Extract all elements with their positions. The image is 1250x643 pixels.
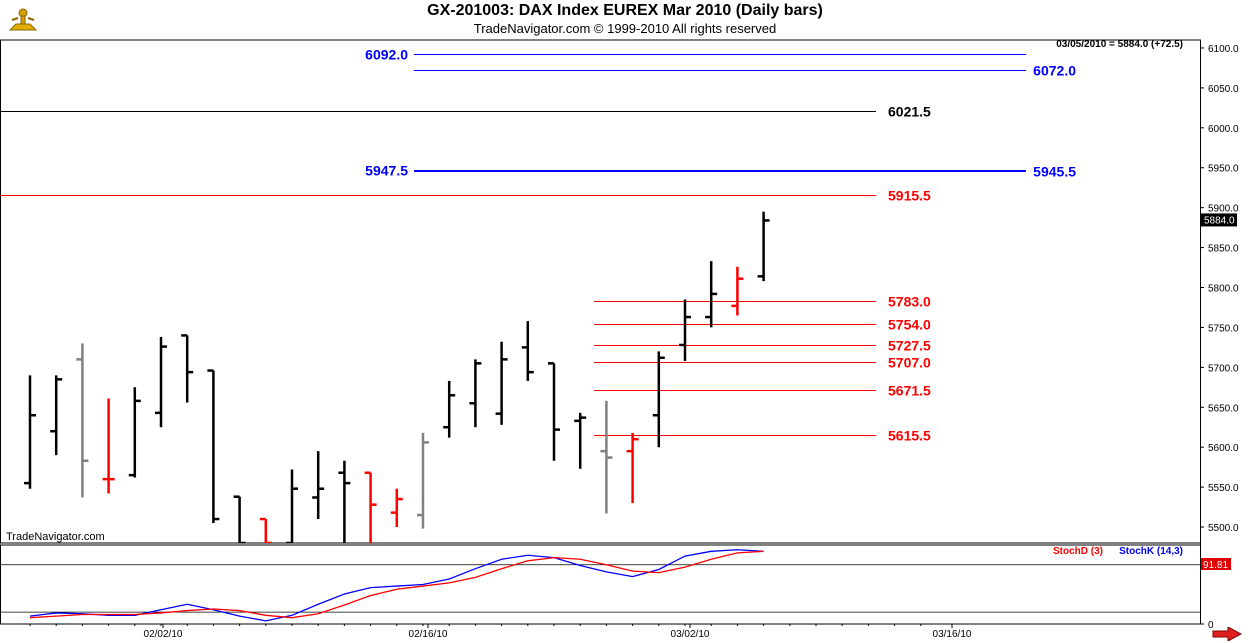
stoch-d-line <box>29 550 764 619</box>
grid-layer <box>0 39 1201 625</box>
last-price-label: 5884.0 <box>1204 215 1235 226</box>
chart-title: GX-201003: DAX Index EUREX Mar 2010 (Dai… <box>427 2 823 19</box>
price-axis-tick-label: 5900.0 <box>1208 204 1239 215</box>
price-panel-frame <box>0 39 1201 544</box>
level-label: 5754.0 <box>888 317 931 333</box>
price-axis-tick-label: 5550.0 <box>1208 483 1239 494</box>
stochastic-axis-tick-label: 0 <box>1208 620 1214 631</box>
level-label: 5707.0 <box>888 355 931 371</box>
price-axis-tick-label: 5800.0 <box>1208 284 1239 295</box>
level-label: 5915.5 <box>888 188 931 204</box>
axis-layer: 5500.0 5550.0 5600.0 5650.0 5700.0 5750.0 5800… <box>29 44 1239 640</box>
watermark-text: TradeNavigator.com <box>6 531 105 543</box>
price-axis-tick-label: 5850.0 <box>1208 244 1239 255</box>
date-axis-label: 03/02/10 <box>671 629 710 640</box>
scroll-right-arrow-icon[interactable] <box>1212 627 1242 641</box>
level-label: 6072.0 <box>1033 63 1076 79</box>
stoch-k-line <box>29 549 764 622</box>
price-axis-tick-label: 5600.0 <box>1208 443 1239 454</box>
level-label: 5945.5 <box>1033 164 1076 180</box>
stochastic-last-value-box <box>1201 558 1231 570</box>
last-price-status: 03/05/2010 = 5884.0 (+72.5) <box>1056 39 1183 50</box>
price-axis-tick-label: 5500.0 <box>1208 523 1239 534</box>
last-price-box <box>1201 213 1237 227</box>
trade-navigator-logo-icon[interactable] <box>8 4 38 34</box>
level-label: 5783.0 <box>888 294 931 310</box>
price-axis-tick-label: 5700.0 <box>1208 363 1239 374</box>
level-label: 6021.5 <box>888 104 931 120</box>
stochk-legend-label: StochK (14,3) <box>1119 546 1183 557</box>
price-axis-tick-label: 5950.0 <box>1208 164 1239 175</box>
level-label: 6092.0 <box>365 47 408 63</box>
levels-layer: 6092.0 6072.0 6021.5 5947.5 5945.5 5915.5 5783… <box>0 47 1076 444</box>
date-axis-label: 03/16/10 <box>933 629 972 640</box>
price-axis-tick-label: 6050.0 <box>1208 84 1239 95</box>
date-axis-label: 02/16/10 <box>409 629 448 640</box>
stochastic-last-value-label: 91.81 <box>1203 560 1228 571</box>
chart-subtitle: TradeNavigator.com © 1999-2010 All right… <box>473 21 777 36</box>
level-label: 5671.5 <box>888 383 931 399</box>
price-bars-layer <box>24 211 770 543</box>
price-axis-tick-label: 5750.0 <box>1208 323 1239 334</box>
level-label: 5947.5 <box>365 163 408 179</box>
ohlc-bar-group <box>24 211 770 543</box>
level-label: 5615.5 <box>888 428 931 444</box>
level-label: 5727.5 <box>888 338 931 354</box>
price-axis-tick-label: 5650.0 <box>1208 403 1239 414</box>
price-axis-tick-label: 6000.0 <box>1208 124 1239 135</box>
stochd-legend-label: StochD (3) <box>1053 546 1103 557</box>
stochastic-layer: StochD (3) StochK (14,3) <box>0 546 1200 622</box>
price-axis-tick-label: 6100.0 <box>1208 44 1239 55</box>
date-axis-label: 02/02/10 <box>144 629 183 640</box>
